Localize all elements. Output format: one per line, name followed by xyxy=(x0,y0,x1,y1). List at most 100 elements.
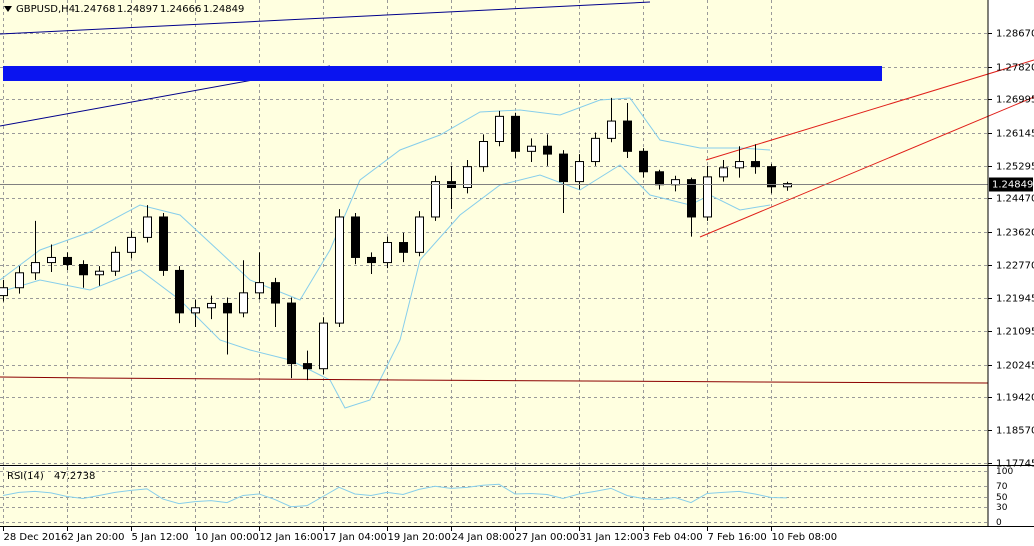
candle-body xyxy=(527,145,536,152)
x-tick-label: 27 Jan 00:00 xyxy=(516,532,579,543)
rsi-tick-label: 100 xyxy=(996,467,1013,477)
y-tick-label: 1.24470 xyxy=(996,194,1034,205)
y-tick-label: 1.21945 xyxy=(996,294,1034,305)
candle-body xyxy=(207,302,216,309)
chart-title: GBPUSD,H4 xyxy=(16,4,75,15)
candle-body xyxy=(383,242,392,264)
candle-body xyxy=(495,115,504,143)
header-open: 1.24768 xyxy=(74,4,115,15)
rsi-tick-label: 50 xyxy=(996,493,1008,503)
header-low: 1.24666 xyxy=(160,4,201,15)
candle-body xyxy=(783,183,792,188)
support-line xyxy=(0,376,989,384)
candle-body xyxy=(431,181,440,218)
candle-body xyxy=(719,167,728,178)
candle-body xyxy=(223,302,232,314)
candle-body xyxy=(655,171,664,186)
candle-body xyxy=(63,256,72,266)
rsi-title: RSI(14) xyxy=(7,471,44,482)
candle-body xyxy=(511,115,520,152)
rsi-window xyxy=(2,483,788,508)
candle-body xyxy=(351,216,360,258)
y-tick-label: 1.19420 xyxy=(996,393,1034,404)
rsi-value: 47.2738 xyxy=(54,471,95,482)
current-price-box xyxy=(989,177,1033,192)
candle-body xyxy=(303,363,312,370)
candle-body xyxy=(15,272,24,289)
candle-body xyxy=(127,236,136,253)
candle-body xyxy=(687,179,696,218)
candle-body xyxy=(255,282,264,294)
channel-line xyxy=(705,59,1034,161)
candle-body xyxy=(735,161,744,169)
candle-body xyxy=(543,145,552,155)
channel-line xyxy=(699,96,1034,238)
x-tick-label: 31 Jan 12:00 xyxy=(580,532,643,543)
candle-body xyxy=(239,292,248,314)
zone-rectangle xyxy=(3,66,882,81)
rsi-tick-label: 0 xyxy=(996,518,1002,528)
candle-body xyxy=(415,216,424,253)
current-price-label: 1.24849 xyxy=(992,180,1033,191)
rsi-line xyxy=(2,483,788,508)
x-tick-label: 17 Jan 04:00 xyxy=(324,532,387,543)
y-tick-label: 1.18570 xyxy=(996,426,1034,437)
candle-body xyxy=(367,256,376,264)
candles xyxy=(0,97,988,381)
x-tick-label: 2 Jan 20:00 xyxy=(68,532,125,543)
x-tick-label: 24 Jan 08:00 xyxy=(452,532,515,543)
y-tick-label: 1.17745 xyxy=(996,459,1034,470)
candle-body xyxy=(703,176,712,218)
candle-body xyxy=(591,137,600,163)
candle-body xyxy=(287,302,296,365)
bollinger-lower xyxy=(0,164,771,409)
trend-line xyxy=(0,1,651,35)
x-tick-label: 10 Jan 00:00 xyxy=(196,532,259,543)
rsi-background xyxy=(0,467,988,526)
candle-body xyxy=(143,216,152,238)
header-close: 1.24849 xyxy=(203,4,244,15)
y-tick-label: 1.20245 xyxy=(996,361,1034,372)
candle-body xyxy=(0,287,8,297)
candle-body xyxy=(95,270,104,276)
y-tick-label: 1.25295 xyxy=(996,162,1034,173)
drawings xyxy=(0,1,1034,409)
y-tick-label: 1.27820 xyxy=(996,63,1034,74)
candle-body xyxy=(175,269,184,314)
candle-body xyxy=(559,153,568,183)
candle-body xyxy=(767,166,776,188)
candle-body xyxy=(463,166,472,188)
rsi-tick-label: 70 xyxy=(996,482,1008,492)
collapse-icon[interactable] xyxy=(4,6,12,12)
candle-body xyxy=(639,150,648,173)
candle-body xyxy=(399,242,408,253)
candle-body xyxy=(191,307,200,314)
candle-body xyxy=(575,161,584,183)
x-tick-label: 10 Feb 08:00 xyxy=(772,532,838,543)
y-tick-label: 1.21095 xyxy=(996,327,1034,338)
rsi-tick-label: 30 xyxy=(996,503,1008,513)
x-tick-label: 3 Feb 04:00 xyxy=(644,532,703,543)
candle-body xyxy=(319,322,328,370)
candle-body xyxy=(671,179,680,186)
candle-body xyxy=(111,251,120,272)
candle-body xyxy=(335,216,344,324)
candle-body xyxy=(271,282,280,304)
candle-body xyxy=(47,256,56,264)
x-tick-label: 28 Dec 2016 xyxy=(4,532,68,543)
y-tick-label: 1.23620 xyxy=(996,228,1034,239)
bollinger-upper xyxy=(0,97,771,301)
x-tick-label: 19 Jan 20:00 xyxy=(388,532,451,543)
candle-body xyxy=(159,216,168,271)
x-tick-label: 7 Feb 16:00 xyxy=(708,532,767,543)
candle-body xyxy=(479,141,488,168)
candle-body xyxy=(623,120,632,152)
candle-body xyxy=(607,120,616,139)
candle-body xyxy=(31,262,40,274)
y-tick-label: 1.26145 xyxy=(996,129,1034,140)
header-high: 1.24897 xyxy=(117,4,158,15)
x-tick-label: 12 Jan 16:00 xyxy=(260,532,323,543)
y-tick-label: 1.22770 xyxy=(996,261,1034,272)
candle-body xyxy=(79,264,88,276)
